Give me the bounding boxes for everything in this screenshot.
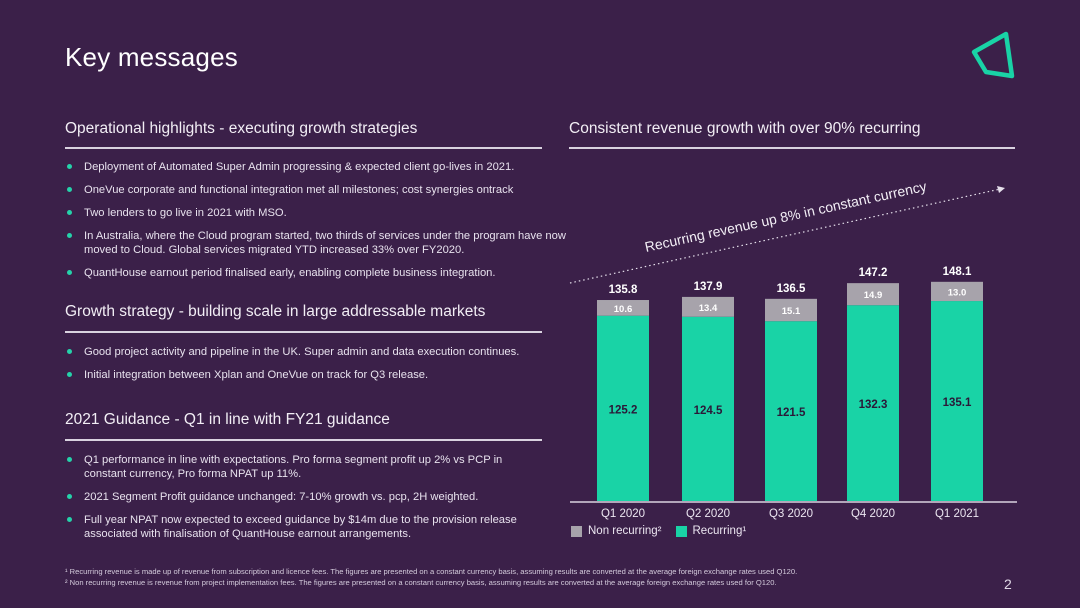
- list-item: QuantHouse earnout period finalised earl…: [65, 266, 575, 280]
- chart-heading: Consistent revenue growth with over 90% …: [569, 120, 921, 137]
- footnotes: ¹ Recurring revenue is made up of revenu…: [65, 566, 797, 588]
- divider: [65, 147, 542, 149]
- x-tick-label: Q3 2020: [769, 508, 813, 520]
- legend-item-recurring: Recurring¹: [675, 525, 747, 537]
- data-label-recurring: 135.1: [943, 397, 972, 409]
- list-item: Initial integration between Xplan and On…: [65, 368, 565, 382]
- list-item: Two lenders to go live in 2021 with MSO.: [65, 206, 575, 220]
- growth-strategy-list: Good project activity and pipeline in th…: [65, 345, 565, 391]
- divider: [65, 331, 542, 333]
- operational-highlights-list: Deployment of Automated Super Admin prog…: [65, 160, 575, 289]
- data-label-total: 147.2: [859, 267, 888, 279]
- data-label-non-recurring: 13.4: [699, 303, 718, 314]
- list-item: 2021 Segment Profit guidance unchanged: …: [65, 490, 525, 504]
- bar-recurring: [765, 321, 817, 501]
- data-label-non-recurring: 15.1: [782, 306, 801, 317]
- operational-highlights-heading: Operational highlights - executing growt…: [65, 120, 418, 137]
- bar-non-recurring: [931, 281, 983, 302]
- trend-arrow-head: [997, 186, 1005, 193]
- bar-recurring: [931, 301, 983, 501]
- list-item: Full year NPAT now expected to exceed gu…: [65, 513, 525, 541]
- data-label-non-recurring: 14.9: [864, 290, 883, 301]
- x-tick-label: Q4 2020: [851, 508, 895, 520]
- bar-recurring: [597, 315, 649, 501]
- bar-non-recurring: [847, 283, 899, 306]
- bar-recurring: [847, 305, 899, 501]
- footnote-2: ² Non recurring revenue is revenue from …: [65, 578, 777, 587]
- bar-non-recurring: [597, 300, 649, 316]
- logo-icon: [971, 31, 1015, 79]
- growth-strategy-heading: Growth strategy - building scale in larg…: [65, 303, 486, 320]
- data-label-non-recurring: 13.0: [948, 287, 967, 298]
- footnote-1: ¹ Recurring revenue is made up of revenu…: [65, 567, 798, 576]
- data-label-total: 136.5: [777, 283, 806, 295]
- trend-annotation: Recurring revenue up 8% in constant curr…: [643, 178, 928, 255]
- data-label-total: 137.9: [694, 281, 723, 293]
- data-label-total: 135.8: [609, 284, 638, 296]
- x-tick-label: Q2 2020: [686, 508, 730, 520]
- data-label-recurring: 121.5: [777, 407, 806, 419]
- legend-item-non-recurring: Non recurring²: [571, 525, 662, 537]
- revenue-chart: 125.2 10.6 135.8 Q1 2020 124.5 13.4 137.9 Q2 20…: [569, 178, 1017, 520]
- x-tick-label: Q1 2020: [601, 508, 645, 520]
- divider: [65, 439, 542, 441]
- divider: [569, 147, 1015, 149]
- legend-label-recurring: Recurring¹: [692, 525, 747, 537]
- list-item: Deployment of Automated Super Admin prog…: [65, 160, 575, 174]
- page-title: Key messages: [65, 42, 238, 72]
- guidance-list: Q1 performance in line with expectations…: [65, 453, 525, 550]
- trend-arrow-line: [569, 187, 1006, 284]
- data-label-total: 148.1: [943, 266, 972, 278]
- bar-non-recurring: [765, 298, 817, 322]
- list-item: Q1 performance in line with expectations…: [65, 453, 525, 481]
- data-label-non-recurring: 10.6: [614, 304, 633, 315]
- legend-label-non-recurring: Non recurring²: [588, 525, 662, 537]
- list-item: In Australia, where the Cloud program st…: [65, 229, 575, 257]
- bar-non-recurring: [682, 296, 734, 317]
- data-label-recurring: 132.3: [859, 399, 888, 411]
- data-label-recurring: 124.5: [694, 405, 723, 417]
- data-label-recurring: 125.2: [609, 404, 638, 416]
- list-item: Good project activity and pipeline in th…: [65, 345, 565, 359]
- x-tick-label: Q1 2021: [935, 508, 979, 520]
- page-number: 2: [1004, 576, 1012, 592]
- list-item: OneVue corporate and functional integrat…: [65, 183, 575, 197]
- legend-swatch-recurring: [675, 525, 687, 537]
- legend-swatch-non-recurring: [571, 525, 582, 537]
- guidance-heading: 2021 Guidance - Q1 in line with FY21 gui…: [65, 411, 390, 428]
- chart-legend: Non recurring² Recurring¹: [571, 525, 760, 537]
- bar-recurring: [682, 316, 734, 501]
